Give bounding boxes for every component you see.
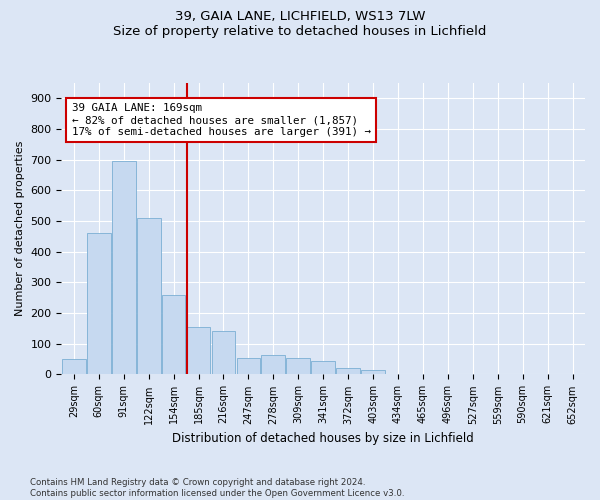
Bar (336, 368, 360, 374)
Bar (62, 359, 86, 374)
X-axis label: Distribution of detached houses by size in Lichfield: Distribution of detached houses by size … (172, 432, 474, 445)
Bar (311, 360, 335, 374)
Bar (187, 327, 211, 374)
Bar (361, 370, 385, 374)
Text: 39, GAIA LANE, LICHFIELD, WS13 7LW
Size of property relative to detached houses : 39, GAIA LANE, LICHFIELD, WS13 7LW Size … (113, 10, 487, 38)
Bar (87, 234, 110, 374)
Bar (137, 218, 161, 374)
Bar (236, 358, 260, 374)
Bar (212, 332, 235, 374)
Bar (162, 294, 185, 374)
Text: Contains HM Land Registry data © Crown copyright and database right 2024.
Contai: Contains HM Land Registry data © Crown c… (30, 478, 404, 498)
Bar (262, 354, 285, 374)
Text: 39 GAIA LANE: 169sqm
← 82% of detached houses are smaller (1,857)
17% of semi-de: 39 GAIA LANE: 169sqm ← 82% of detached h… (72, 104, 371, 136)
Y-axis label: Number of detached properties: Number of detached properties (15, 141, 25, 316)
Bar (286, 358, 310, 374)
Bar (112, 161, 136, 374)
